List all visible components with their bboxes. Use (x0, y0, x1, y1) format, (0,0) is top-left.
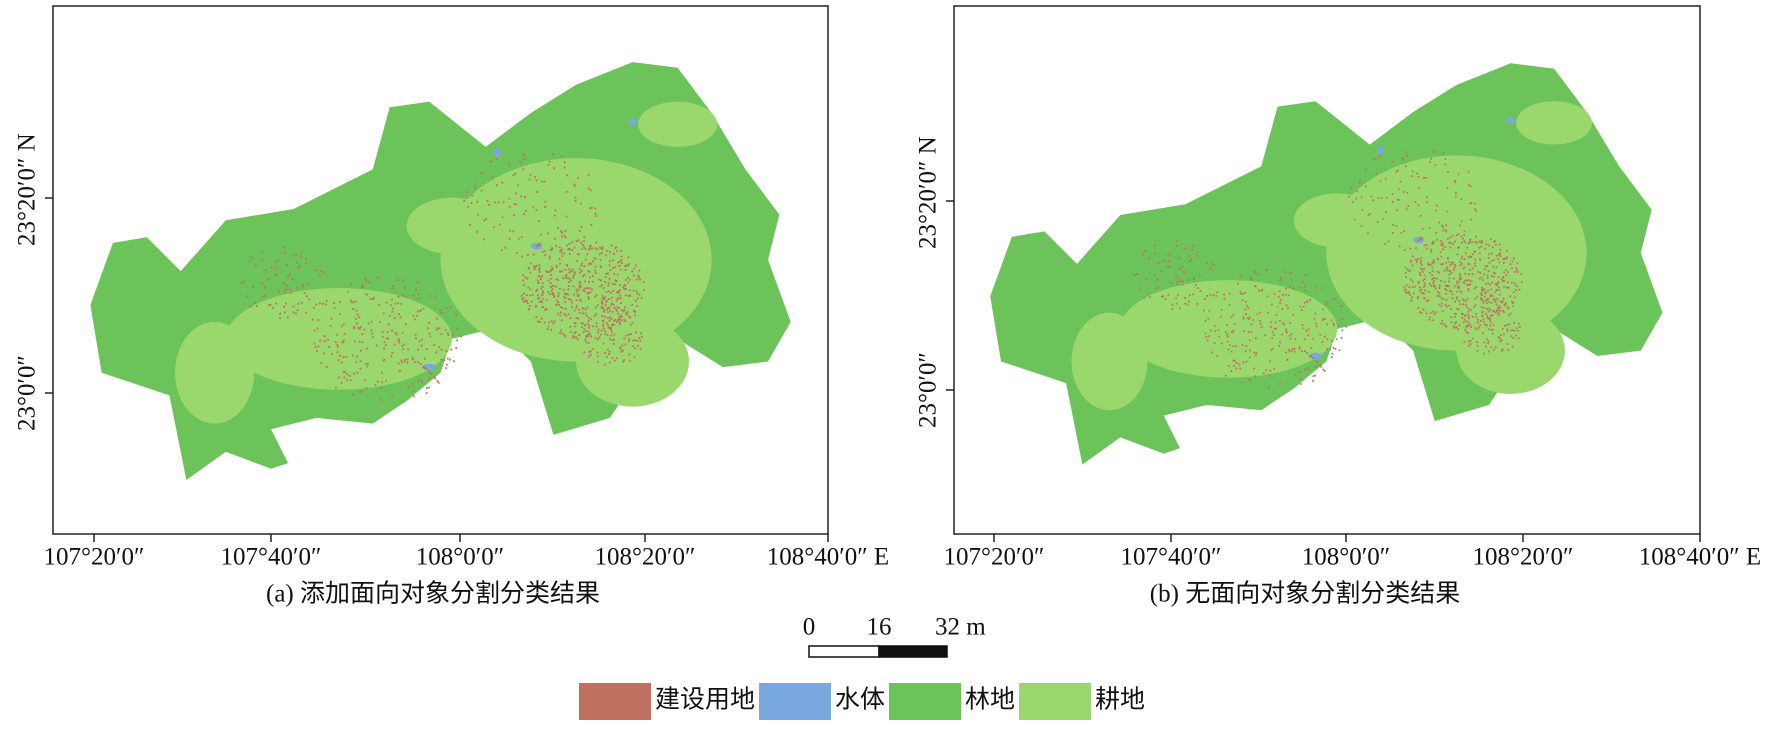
y-tick-label: 23°0′0″ (14, 355, 41, 431)
panel-caption: (a) 添加面向对象分割分类结果 (266, 580, 600, 608)
x-tick-label: 108°40′0″ E (1639, 544, 1761, 571)
x-tick-label: 108°40′0″ E (767, 544, 889, 571)
x-tick-label: 108°0′0″ (416, 544, 504, 571)
x-tick-label: 107°20′0″ (944, 544, 1045, 571)
x-tick-label: 108°20′0″ (595, 544, 696, 571)
legend-label: 林地 (965, 686, 1015, 714)
legend-label: 耕地 (1095, 686, 1145, 714)
x-tick-label: 107°20′0″ (44, 544, 145, 571)
legend-swatch (1019, 683, 1092, 720)
scale-bar-segment (878, 645, 948, 658)
scale-bar-label: 32 m (935, 614, 986, 641)
x-tick-label: 108°20′0″ (1473, 544, 1574, 571)
scale-bar-segment (808, 645, 880, 658)
map-a (90, 62, 791, 481)
y-tick-label: 23°20′0″ N (14, 133, 41, 246)
scale-bar-label: 0 (803, 614, 816, 641)
legend-swatch (889, 683, 962, 720)
map-frame (52, 5, 829, 535)
legend-label: 建设用地 (655, 686, 755, 714)
y-tick-label: 23°0′0″ (915, 352, 942, 428)
map-b (990, 63, 1663, 465)
x-tick-label: 108°0′0″ (1302, 544, 1390, 571)
scale-bar-label: 16 (867, 614, 892, 641)
legend-swatch (579, 683, 651, 720)
x-tick-label: 107°40′0″ (221, 544, 322, 571)
map-frame (953, 5, 1701, 535)
panel-caption: (b) 无面向对象分割分类结果 (1150, 580, 1460, 608)
legend-label: 水体 (835, 686, 885, 714)
x-tick-label: 107°40′0″ (1121, 544, 1222, 571)
y-tick-label: 23°20′0″ N (915, 136, 942, 249)
legend-swatch (759, 683, 832, 720)
